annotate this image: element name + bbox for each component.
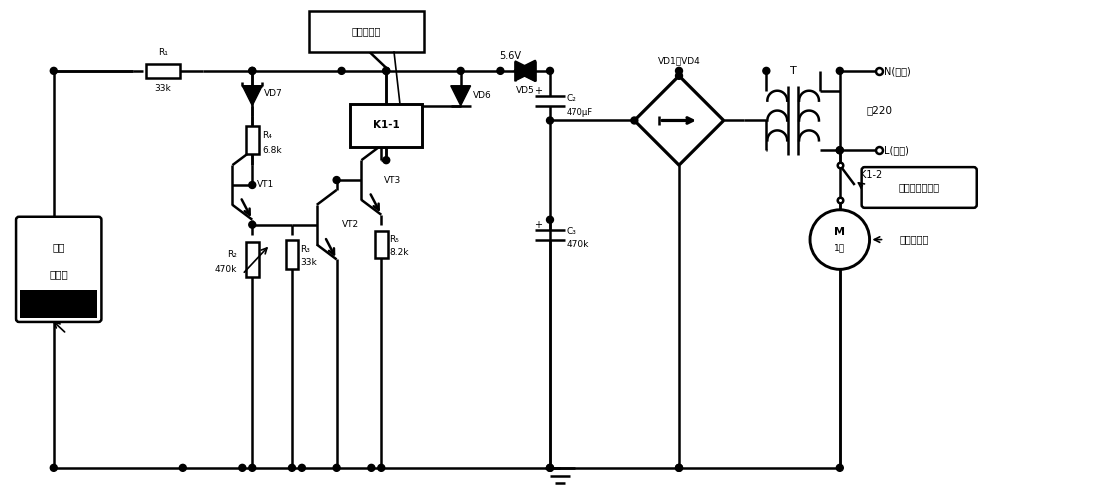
Text: 传感器: 传感器 — [50, 269, 68, 279]
Text: 5.6V: 5.6V — [499, 51, 521, 61]
Circle shape — [51, 67, 57, 74]
Text: ～220: ～220 — [867, 106, 892, 116]
Text: R₃: R₃ — [300, 245, 310, 254]
Circle shape — [547, 67, 553, 74]
Text: +: + — [535, 220, 542, 230]
Text: 470μF: 470μF — [566, 108, 593, 117]
Circle shape — [249, 221, 255, 228]
FancyBboxPatch shape — [145, 64, 180, 78]
Text: VT1: VT1 — [257, 181, 275, 190]
Circle shape — [383, 67, 389, 74]
Text: C₃: C₃ — [566, 227, 576, 236]
Text: 1～: 1～ — [834, 243, 846, 252]
Circle shape — [836, 67, 844, 74]
FancyBboxPatch shape — [309, 11, 424, 52]
Text: K1-2: K1-2 — [859, 170, 882, 180]
Text: R₂: R₂ — [228, 250, 238, 259]
Circle shape — [249, 67, 255, 74]
Text: VT2: VT2 — [342, 220, 359, 229]
Text: K1-1: K1-1 — [373, 120, 399, 130]
Text: C₂: C₂ — [566, 94, 576, 103]
Circle shape — [836, 147, 844, 154]
Circle shape — [763, 67, 770, 74]
Circle shape — [338, 67, 345, 74]
Text: 8.2k: 8.2k — [389, 248, 409, 257]
Text: L(火线): L(火线) — [884, 145, 910, 155]
Circle shape — [547, 117, 553, 124]
Circle shape — [249, 67, 255, 74]
Circle shape — [631, 117, 638, 124]
Polygon shape — [515, 61, 535, 81]
Circle shape — [333, 465, 340, 472]
FancyBboxPatch shape — [245, 242, 258, 277]
Text: R₅: R₅ — [389, 235, 399, 244]
Text: 继电器线圈: 继电器线圈 — [352, 26, 381, 36]
Circle shape — [367, 465, 375, 472]
FancyBboxPatch shape — [16, 217, 101, 322]
FancyBboxPatch shape — [245, 126, 258, 154]
Circle shape — [810, 210, 870, 269]
FancyBboxPatch shape — [20, 290, 98, 318]
Circle shape — [298, 465, 306, 472]
Circle shape — [249, 465, 255, 472]
Text: 继电器常开触点: 继电器常开触点 — [899, 183, 939, 193]
Polygon shape — [515, 61, 535, 81]
Polygon shape — [242, 86, 262, 106]
Circle shape — [675, 72, 682, 79]
Text: R₄: R₄ — [262, 131, 272, 140]
Text: 33k: 33k — [300, 258, 317, 267]
Text: R₁: R₁ — [158, 48, 168, 57]
Circle shape — [288, 465, 296, 472]
Polygon shape — [451, 86, 471, 106]
Circle shape — [383, 67, 389, 74]
Text: M: M — [834, 227, 845, 237]
Circle shape — [675, 465, 682, 472]
FancyBboxPatch shape — [350, 104, 422, 147]
Text: VD7: VD7 — [264, 89, 283, 98]
Circle shape — [239, 465, 245, 472]
Circle shape — [836, 147, 844, 154]
Text: N(零线): N(零线) — [884, 66, 911, 76]
Circle shape — [675, 465, 682, 472]
Circle shape — [51, 465, 57, 472]
Circle shape — [377, 465, 385, 472]
Text: 交流电动机: 交流电动机 — [900, 235, 928, 245]
Circle shape — [675, 67, 682, 74]
Text: VD6: VD6 — [473, 91, 492, 100]
Text: 470k: 470k — [214, 265, 238, 274]
FancyBboxPatch shape — [375, 231, 387, 258]
FancyBboxPatch shape — [861, 167, 977, 208]
Circle shape — [497, 67, 504, 74]
Circle shape — [836, 465, 844, 472]
Circle shape — [249, 182, 255, 189]
Circle shape — [179, 465, 186, 472]
Circle shape — [547, 465, 553, 472]
Circle shape — [383, 157, 389, 164]
Text: +: + — [535, 86, 542, 96]
Text: 33k: 33k — [155, 84, 172, 93]
FancyBboxPatch shape — [286, 240, 298, 269]
Text: 470k: 470k — [566, 240, 590, 249]
Text: VT3: VT3 — [384, 176, 402, 185]
Text: 6.8k: 6.8k — [262, 146, 282, 155]
Circle shape — [333, 177, 340, 184]
Text: VD5: VD5 — [516, 86, 535, 95]
Text: VD1～VD4: VD1～VD4 — [658, 56, 701, 65]
Circle shape — [547, 216, 553, 223]
Text: 温度: 温度 — [53, 243, 65, 252]
Circle shape — [458, 67, 464, 74]
Text: T: T — [790, 66, 796, 76]
Circle shape — [547, 465, 553, 472]
